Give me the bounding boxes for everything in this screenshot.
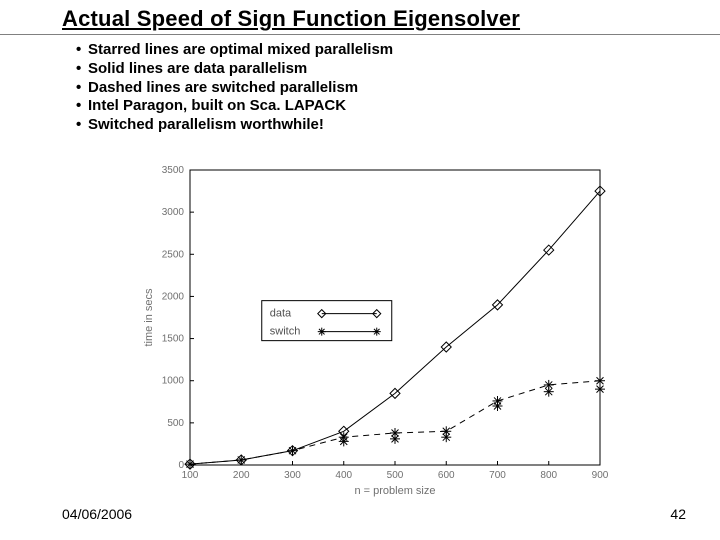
svg-text:3000: 3000: [162, 207, 185, 218]
svg-text:switch: switch: [270, 326, 301, 338]
bullet-text: Dashed lines are switched parallelism: [88, 79, 358, 96]
svg-text:1500: 1500: [162, 334, 185, 345]
svg-text:time in secs: time in secs: [143, 288, 155, 347]
chart-svg: 100 200 300 400 500 600 700 800 900 0 500 1000 1500 2…: [140, 160, 610, 500]
svg-text:0: 0: [178, 460, 184, 471]
svg-text:500: 500: [387, 470, 404, 481]
bullet-item: •Solid lines are data parallelism: [76, 60, 720, 79]
chart: 100 200 300 400 500 600 700 800 900 0 500 1000 1500 2…: [140, 160, 610, 500]
svg-text:data: data: [270, 308, 292, 320]
bullet-text: Solid lines are data parallelism: [88, 60, 307, 77]
page-title: Actual Speed of Sign Function Eigensolve…: [62, 6, 520, 31]
bullet-item: •Intel Paragon, built on Sca. LAPACK: [76, 97, 720, 116]
svg-text:1000: 1000: [162, 376, 185, 387]
bullet-item: •Dashed lines are switched parallelism: [76, 79, 720, 98]
svg-text:500: 500: [167, 418, 184, 429]
bullet-text: Starred lines are optimal mixed parallel…: [88, 41, 393, 58]
bullet-text: Intel Paragon, built on Sca. LAPACK: [88, 97, 346, 114]
svg-text:2000: 2000: [162, 291, 185, 302]
svg-text:600: 600: [438, 470, 455, 481]
svg-text:400: 400: [335, 470, 352, 481]
svg-text:n = problem size: n = problem size: [354, 485, 435, 497]
bullet-item: •Switched parallelism worthwhile!: [76, 116, 720, 135]
bullet-item: •Starred lines are optimal mixed paralle…: [76, 41, 720, 60]
svg-text:2500: 2500: [162, 249, 185, 260]
svg-text:300: 300: [284, 470, 301, 481]
bullet-text: Switched parallelism worthwhile!: [88, 116, 324, 133]
svg-text:200: 200: [233, 470, 250, 481]
svg-text:100: 100: [182, 470, 199, 481]
svg-text:900: 900: [592, 470, 609, 481]
footer-page-number: 42: [670, 506, 686, 522]
footer-date: 04/06/2006: [62, 506, 132, 522]
svg-text:700: 700: [489, 470, 506, 481]
bullet-list: •Starred lines are optimal mixed paralle…: [0, 35, 720, 135]
svg-text:3500: 3500: [162, 165, 185, 176]
svg-text:800: 800: [540, 470, 557, 481]
